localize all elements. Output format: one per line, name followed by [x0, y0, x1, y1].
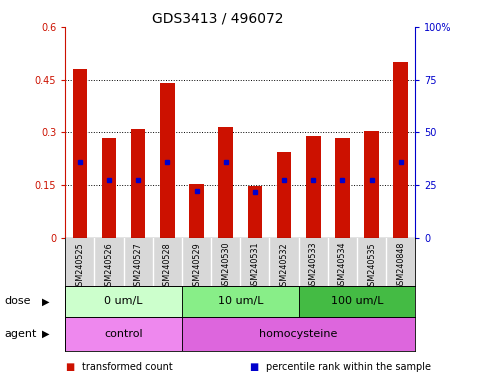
Text: dose: dose [5, 296, 31, 306]
Bar [248, 186, 262, 238]
Text: GSM240526: GSM240526 [104, 242, 114, 291]
Text: GSM240848: GSM240848 [396, 242, 405, 290]
Text: 10 um/L: 10 um/L [217, 296, 263, 306]
Bar [102, 138, 116, 238]
Bar [394, 62, 408, 238]
Text: GSM240529: GSM240529 [192, 242, 201, 291]
Text: ■: ■ [249, 362, 258, 372]
Text: ■: ■ [65, 362, 74, 372]
Bar [160, 83, 175, 238]
Text: GSM240534: GSM240534 [338, 242, 347, 290]
Bar [182, 317, 415, 351]
Bar [189, 184, 204, 238]
Bar [335, 138, 350, 238]
Bar [131, 129, 145, 238]
Text: ▶: ▶ [42, 296, 50, 306]
Text: control: control [104, 329, 143, 339]
Text: GSM240532: GSM240532 [280, 242, 288, 291]
Bar [298, 286, 415, 317]
Bar [65, 286, 182, 317]
Bar [306, 136, 321, 238]
Text: GSM240533: GSM240533 [309, 242, 318, 290]
Bar [218, 127, 233, 238]
Text: transformed count: transformed count [82, 362, 173, 372]
Bar [65, 317, 182, 351]
Text: percentile rank within the sample: percentile rank within the sample [266, 362, 431, 372]
Text: agent: agent [5, 329, 37, 339]
Text: GSM240525: GSM240525 [75, 242, 85, 291]
Text: GSM240531: GSM240531 [250, 242, 259, 290]
Text: ▶: ▶ [42, 329, 50, 339]
Bar [72, 69, 87, 238]
Text: homocysteine: homocysteine [259, 329, 338, 339]
Text: GSM240535: GSM240535 [367, 242, 376, 291]
Text: GSM240530: GSM240530 [221, 242, 230, 290]
Bar [364, 131, 379, 238]
Text: 100 um/L: 100 um/L [331, 296, 384, 306]
Text: GDS3413 / 496072: GDS3413 / 496072 [152, 12, 283, 25]
Text: 0 um/L: 0 um/L [104, 296, 143, 306]
Bar [277, 152, 291, 238]
Bar [182, 286, 298, 317]
Text: GSM240528: GSM240528 [163, 242, 172, 291]
Text: GSM240527: GSM240527 [134, 242, 142, 291]
